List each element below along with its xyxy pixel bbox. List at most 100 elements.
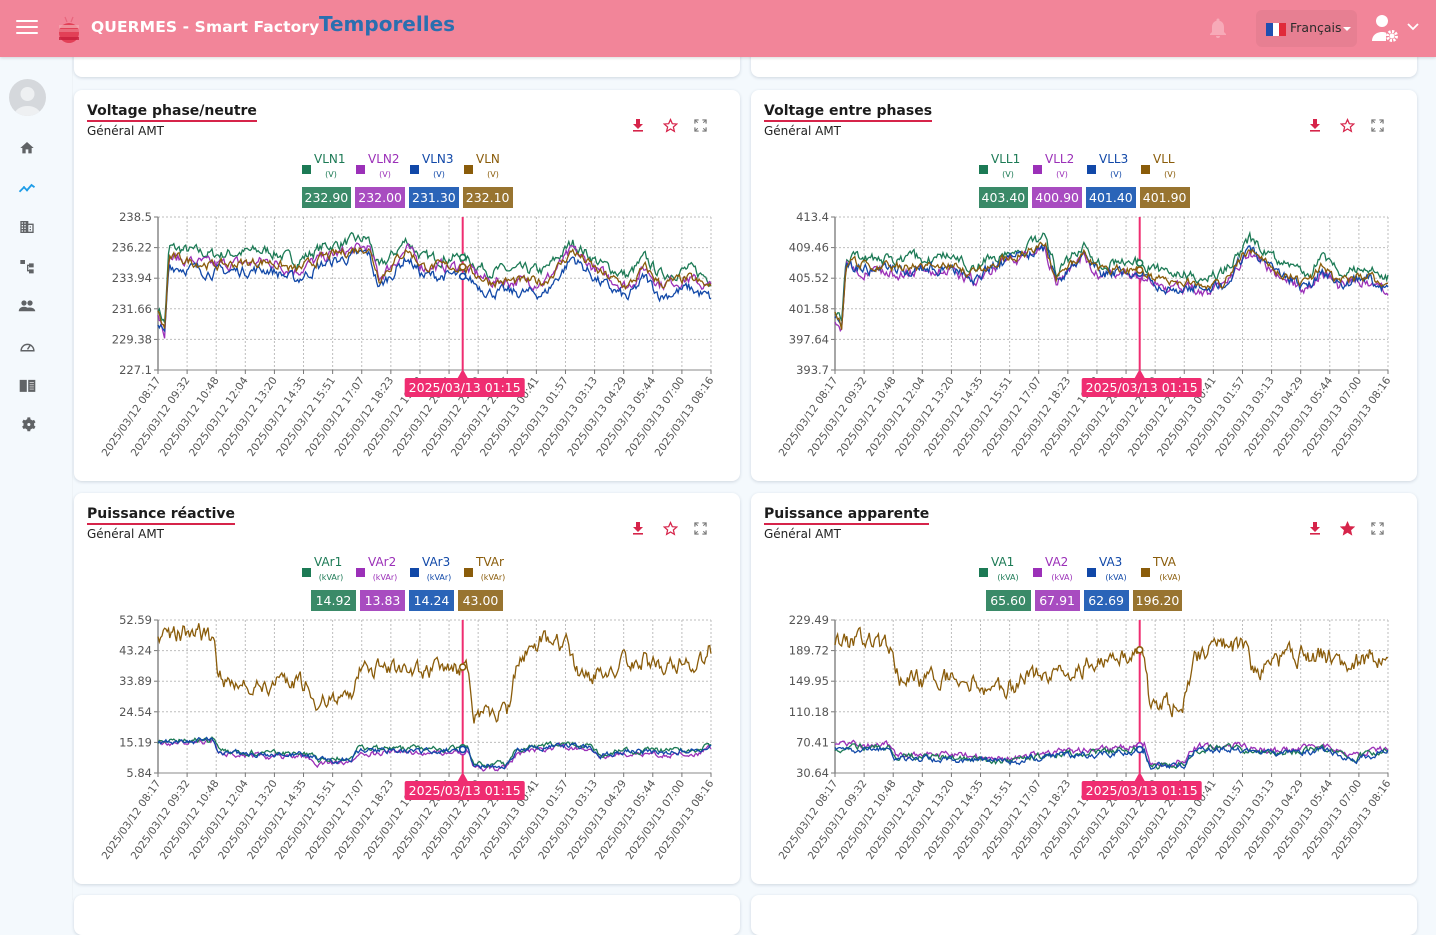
legend-swatch	[1087, 165, 1096, 174]
favorite-button[interactable]	[661, 116, 679, 134]
chart-card: Voltage entre phases Général AMT VLL1 (V…	[751, 90, 1417, 481]
legend-item[interactable]: TVAr (kVAr)	[464, 555, 512, 591]
sidebar-item-temporelles[interactable]	[16, 177, 38, 199]
legend-item[interactable]: VA2 (kVA)	[1033, 555, 1081, 591]
legend-item[interactable]: VLN3 (V)	[410, 152, 458, 188]
y-tick-label: 33.89	[119, 674, 152, 688]
legend-swatch	[410, 568, 419, 577]
sidebar-item-documentation[interactable]	[16, 374, 38, 396]
legend-swatch	[410, 165, 419, 174]
chart-plot: 229.49 189.72 149.95 110.18 70.41 30.64 2025/0…	[777, 613, 1394, 862]
fullscreen-button[interactable]	[1368, 519, 1386, 537]
legend-item[interactable]: VLL3 (V)	[1087, 152, 1135, 188]
legend-label: VLL3	[1099, 152, 1129, 166]
cursor-point	[458, 745, 467, 754]
legend-item[interactable]: VLL2 (V)	[1033, 152, 1081, 188]
card-partial-bottom-right	[751, 895, 1417, 935]
favorite-button[interactable]	[1338, 116, 1356, 134]
card-title: Puissance réactive	[87, 506, 236, 525]
sidebar-item-dashboard[interactable]	[16, 335, 38, 357]
series-line-vll1	[834, 230, 1389, 322]
legend-unit: (kVAr)	[372, 573, 398, 582]
current-values: 232.90 232.00 231.30 232.10	[74, 187, 740, 208]
download-icon	[1310, 522, 1320, 535]
legend-swatch	[356, 165, 365, 174]
y-tick-label: 401.58	[789, 302, 829, 316]
chart-plot: 413.4 409.46 405.52 401.58 397.64 393.7 2025/0…	[777, 210, 1394, 459]
cursor-point	[458, 263, 467, 271]
cursor-tooltip	[1081, 781, 1202, 800]
sidebar-item-home[interactable]	[16, 137, 38, 159]
legend-label: VLN1	[314, 152, 346, 166]
card-title: Voltage phase/neutre	[87, 103, 257, 122]
sidebar-item-buildings[interactable]	[16, 216, 38, 238]
cursor-tooltip-label: 2025/03/13 01:15	[1086, 380, 1198, 395]
y-tick-label: 43.24	[119, 644, 152, 658]
y-tick-label: 231.66	[112, 302, 152, 316]
legend-item[interactable]: VA1 (kVA)	[979, 555, 1027, 591]
chart-legend: VAr1 (kVAr) VAr2 (kVAr) VAr3 (kVAr) TVAr…	[74, 555, 740, 591]
legend-unit: (V)	[379, 170, 391, 179]
favorite-button[interactable]	[1338, 519, 1356, 537]
card-subtitle: Général AMT	[87, 527, 164, 541]
legend-item[interactable]: VLL1 (V)	[979, 152, 1027, 188]
chart-card: Puissance apparente Général AMT VA1 (kVA…	[751, 493, 1417, 884]
bell-icon[interactable]	[1206, 16, 1230, 40]
y-tick-label: 229.38	[112, 332, 152, 346]
cursor-tooltip	[404, 378, 525, 397]
chevron-down-icon[interactable]	[1406, 22, 1420, 32]
legend-item[interactable]: VLN2 (V)	[356, 152, 404, 188]
avatar[interactable]	[9, 79, 46, 116]
cursor-point	[1135, 266, 1144, 274]
series-line-va2	[834, 739, 1389, 768]
current-value-badge: 401.90	[1139, 187, 1190, 208]
menu-icon[interactable]	[16, 20, 38, 38]
current-values: 403.40 400.90 401.40 401.90	[751, 187, 1417, 208]
favorite-button[interactable]	[661, 519, 679, 537]
legend-unit: (V)	[487, 170, 499, 179]
current-values: 65.60 67.91 62.69 196.20	[751, 590, 1417, 611]
sidebar-item-settings[interactable]	[16, 413, 38, 435]
legend-swatch	[1033, 568, 1042, 577]
fullscreen-button[interactable]	[691, 519, 709, 537]
legend-item[interactable]: VLN1 (V)	[302, 152, 350, 188]
user-settings-icon[interactable]	[1370, 13, 1400, 43]
y-tick-label: 149.95	[789, 674, 829, 688]
current-value-badge: 14.24	[409, 590, 454, 611]
current-value-badge: 62.69	[1083, 590, 1129, 611]
legend-item[interactable]: TVA (kVA)	[1141, 555, 1189, 591]
download-button[interactable]	[629, 519, 647, 537]
fullscreen-icon	[1370, 521, 1384, 535]
y-tick-label: 233.94	[112, 271, 152, 285]
legend-label: VAr1	[314, 555, 343, 569]
fullscreen-icon	[693, 521, 707, 535]
series-line-vll2	[834, 243, 1389, 333]
legend-label: VA1	[991, 555, 1015, 569]
chart-card: Puissance réactive Général AMT VAr1 (kVA…	[74, 493, 740, 884]
chart-card: Voltage phase/neutre Général AMT VLN1 (V…	[74, 90, 740, 481]
fullscreen-button[interactable]	[691, 116, 709, 134]
book-icon	[19, 379, 35, 392]
sidebar-item-hierarchy[interactable]	[16, 255, 38, 277]
legend-item[interactable]: VLN (V)	[464, 152, 512, 188]
legend-item[interactable]: VAr2 (kVAr)	[356, 555, 404, 591]
legend-item[interactable]: VLL (V)	[1141, 152, 1189, 188]
legend-unit: (kVAr)	[480, 573, 506, 582]
legend-item[interactable]: VAr3 (kVAr)	[410, 555, 458, 591]
legend-swatch	[1087, 568, 1096, 577]
legend-item[interactable]: VA3 (kVA)	[1087, 555, 1135, 591]
sidebar-item-users[interactable]	[16, 295, 38, 317]
download-button[interactable]	[1306, 519, 1324, 537]
current-value-badge: 232.00	[355, 187, 405, 208]
download-button[interactable]	[629, 116, 647, 134]
legend-unit: (kVA)	[997, 573, 1019, 582]
fullscreen-button[interactable]	[1368, 116, 1386, 134]
y-tick-label: 227.1	[119, 363, 152, 377]
language-selector[interactable]: Français	[1256, 10, 1357, 47]
legend-item[interactable]: VAr1 (kVAr)	[302, 555, 350, 591]
series-line-var2	[157, 738, 712, 772]
download-button[interactable]	[1306, 116, 1324, 134]
current-value-badge: 43.00	[458, 590, 503, 611]
legend-unit: (kVA)	[1105, 573, 1127, 582]
cursor-point	[1135, 259, 1144, 267]
